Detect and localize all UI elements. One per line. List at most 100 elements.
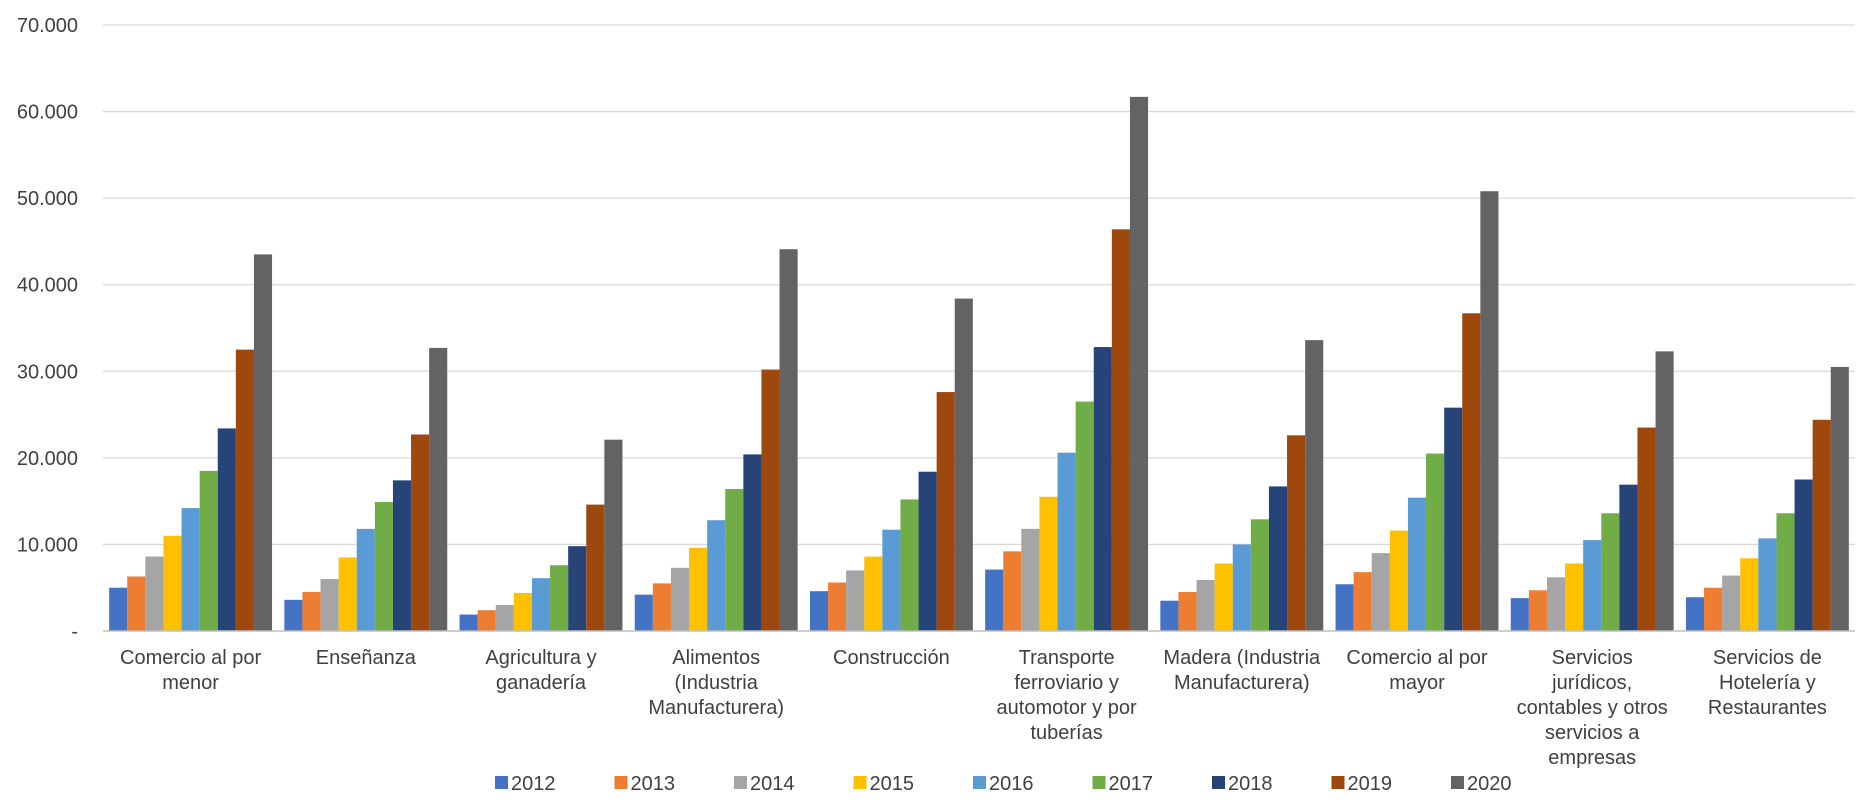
- category-label-line: Enseñanza: [316, 647, 417, 669]
- bar-2016-1: [356, 528, 375, 631]
- bar-2018-2: [568, 546, 587, 631]
- bar-2015-2: [513, 592, 532, 631]
- bar-2017-2: [550, 565, 569, 631]
- bar-2014-7: [1371, 553, 1390, 631]
- bar-2017-7: [1426, 453, 1445, 631]
- bar-2019-1: [411, 434, 430, 631]
- category-label-line: Manufacturera): [648, 697, 784, 719]
- bar-2020-8: [1655, 351, 1674, 631]
- legend-label: 2016: [989, 773, 1034, 795]
- bar-2012-9: [1685, 597, 1705, 631]
- bar-2020-3: [779, 249, 798, 631]
- bar-2016-2: [531, 578, 551, 631]
- bar-2017-6: [1250, 519, 1269, 631]
- bar-2015-7: [1389, 530, 1408, 631]
- category-label-line: Transporte: [1019, 647, 1115, 669]
- category-label-1: Enseñanza: [316, 647, 417, 669]
- bar-2013-8: [1528, 590, 1547, 631]
- category-label-4: Construcción: [833, 647, 950, 669]
- bar-2012-4: [809, 591, 829, 631]
- bar-2018-9: [1794, 479, 1813, 631]
- bar-2014-6: [1196, 579, 1215, 631]
- category-label-line: automotor y por: [997, 697, 1137, 719]
- legend-swatch: [495, 776, 508, 789]
- bar-2013-4: [828, 582, 847, 631]
- legend-item-2012: 2012: [495, 773, 556, 795]
- category-label-9: Servicios de Hotelería y Restaurantes: [1708, 647, 1827, 719]
- y-tick-label: -: [71, 621, 78, 643]
- category-label-line: mayor: [1389, 672, 1445, 694]
- bar-2020-9: [1830, 366, 1849, 631]
- bar-2014-1: [320, 579, 339, 631]
- category-label-line: Agricultura y: [485, 647, 596, 669]
- bar-2015-9: [1740, 558, 1759, 631]
- y-axis-tick-labels: - 10.000 20.000 30.000 40.000 50.000 60.000 70.…: [17, 15, 78, 643]
- bar-2019-5: [1111, 229, 1130, 631]
- bar-2017-5: [1075, 401, 1094, 631]
- bar-2015-0: [163, 535, 182, 631]
- bar-2013-9: [1704, 587, 1723, 631]
- bar-2012-2: [459, 614, 478, 631]
- category-label-line: Construcción: [833, 647, 950, 669]
- bar-2014-8: [1546, 577, 1566, 631]
- category-label-8: Servicios jurídicos, contables y otros serv…: [1517, 647, 1668, 769]
- bar-2012-3: [634, 594, 653, 631]
- bar-2018-0: [217, 428, 236, 631]
- bar-2016-5: [1057, 452, 1076, 631]
- bar-2014-2: [495, 605, 514, 631]
- gridlines: [103, 24, 1855, 546]
- bar-2012-8: [1510, 598, 1529, 631]
- legend-swatch: [1212, 776, 1225, 789]
- bar-2018-3: [743, 454, 762, 631]
- bar-2016-3: [707, 520, 726, 631]
- legend-item-2015: 2015: [853, 773, 914, 795]
- bar-2019-4: [936, 392, 955, 631]
- bar-2017-1: [374, 502, 393, 631]
- category-label-line: Comercio al por: [120, 647, 262, 669]
- category-label-line: ganadería: [496, 672, 587, 694]
- category-label-line: Servicios de: [1713, 647, 1822, 669]
- bar-2019-3: [761, 369, 780, 631]
- category-label-line: menor: [162, 672, 219, 694]
- category-label-line: contables y otros: [1517, 697, 1668, 719]
- legend-label: 2019: [1348, 773, 1393, 795]
- bar-2019-2: [586, 504, 605, 631]
- bar-2015-1: [338, 557, 357, 631]
- bar-2019-0: [235, 349, 254, 631]
- bar-2020-0: [253, 254, 273, 631]
- bar-2012-0: [109, 587, 128, 631]
- bar-2020-7: [1480, 191, 1499, 631]
- category-label-line: Comercio al por: [1346, 647, 1488, 669]
- legend-item-2018: 2018: [1212, 773, 1273, 795]
- legend-label: 2018: [1228, 773, 1273, 795]
- bar-2020-5: [1129, 96, 1149, 632]
- bar-2015-3: [689, 547, 708, 631]
- bar-2018-8: [1619, 484, 1638, 631]
- bar-2016-7: [1407, 497, 1427, 631]
- category-label-line: ferroviario y: [1014, 672, 1118, 694]
- y-tick-label: 10.000: [17, 534, 78, 556]
- bar-2012-5: [985, 569, 1004, 631]
- bar-2016-4: [882, 529, 901, 631]
- legend-swatch: [1331, 776, 1345, 789]
- category-label-0: Comercio al por menor: [120, 647, 262, 694]
- bar-2012-1: [284, 599, 303, 631]
- category-label-line: Alimentos: [672, 647, 760, 669]
- legend-item-2019: 2019: [1331, 773, 1393, 795]
- bar-2019-6: [1287, 435, 1306, 631]
- bar-2017-8: [1601, 513, 1620, 631]
- bar-2017-0: [199, 470, 218, 631]
- bar-2017-9: [1776, 513, 1795, 631]
- legend-item-2016: 2016: [973, 773, 1034, 795]
- category-label-line: (Industria: [675, 672, 759, 694]
- legend-label: 2013: [631, 773, 676, 795]
- legend-label: 2020: [1467, 773, 1512, 795]
- bar-2016-8: [1583, 540, 1602, 631]
- legend-swatch: [973, 776, 986, 789]
- bars: [109, 96, 1849, 632]
- bar-2017-4: [900, 499, 919, 631]
- x-axis-category-labels: Comercio al por menor Enseñanza Agricultura…: [120, 647, 1827, 769]
- bar-2013-3: [652, 583, 671, 631]
- bar-2020-1: [429, 347, 448, 631]
- bar-2013-5: [1003, 551, 1022, 631]
